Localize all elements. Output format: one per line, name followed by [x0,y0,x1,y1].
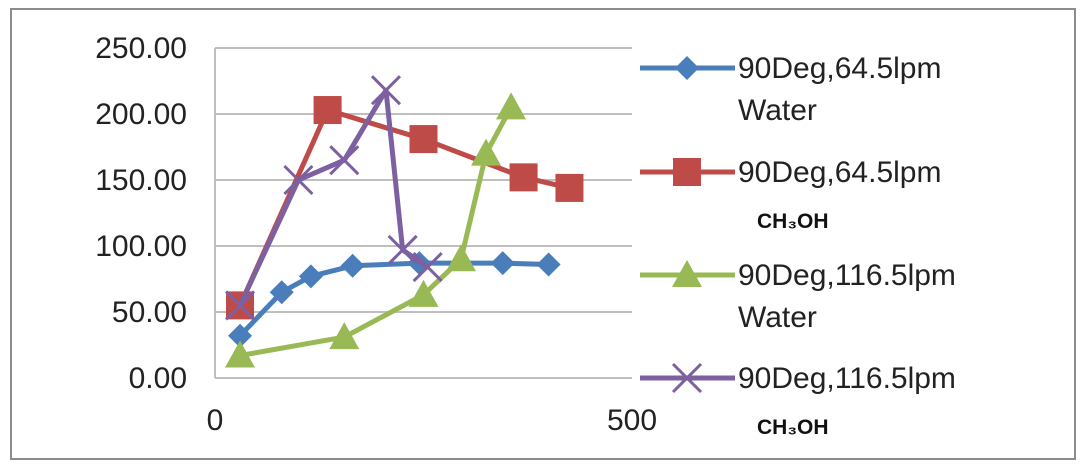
chart-frame [10,8,1076,460]
series-1 [228,251,561,348]
data-point [329,322,360,350]
legend-sublabel: Water [738,94,817,127]
data-point [509,163,538,192]
legend-item-1: 90Deg,64.5lpm Water [640,52,941,127]
series-2 [226,96,584,320]
legend-marker [672,260,702,287]
y-tick-label: 100.00 [95,230,187,263]
data-point [225,340,256,368]
legend-item-2: 90Deg,64.5lpm CH₃OH [640,156,941,233]
legend-label: 90Deg,64.5lpm [738,156,941,189]
series-4 [224,75,443,321]
data-point [496,92,527,120]
data-point [370,75,402,106]
legend-item-3: 90Deg,116.5lpm Water [640,259,956,334]
data-point [490,251,515,276]
y-tick-label: 50.00 [112,296,187,329]
legend-marker [671,362,703,394]
data-point [555,173,584,202]
data-point [313,96,342,125]
data-point [412,252,443,283]
legend-sublabel: CH₃OH [757,210,829,233]
data-point [446,244,477,272]
data-point [224,290,256,321]
legend-label: 90Deg,116.5lpm [738,259,956,292]
data-point [471,138,502,166]
data-point [228,323,253,348]
legend-marker [675,56,699,80]
legend-sublabel: CH₃OH [757,416,829,439]
data-point [283,164,314,196]
legend-label: 90Deg,116.5lpm [738,362,956,395]
legend-label: 90Deg,64.5lpm [738,52,941,85]
legend-sublabel: Water [738,301,817,334]
y-tick-label: 0.00 [129,362,187,395]
data-point [536,252,561,277]
y-tick-label: 150.00 [95,164,187,197]
series-line [239,106,514,359]
data-point [269,280,294,305]
x-tick-label: 500 [607,404,657,437]
data-point [387,234,418,266]
y-tick-label: 200.00 [95,98,187,131]
series-3 [225,92,527,368]
legend-item-4: 90Deg,116.5lpm CH₃OH [640,362,956,439]
series-line [237,107,571,307]
y-tick-label: 250.00 [95,32,187,65]
legend-marker [673,158,701,186]
x-tick-label: 0 [207,404,224,437]
data-point [298,264,323,289]
data-point [408,279,439,307]
data-point [329,145,360,176]
data-point [340,253,365,278]
data-point [409,125,438,154]
